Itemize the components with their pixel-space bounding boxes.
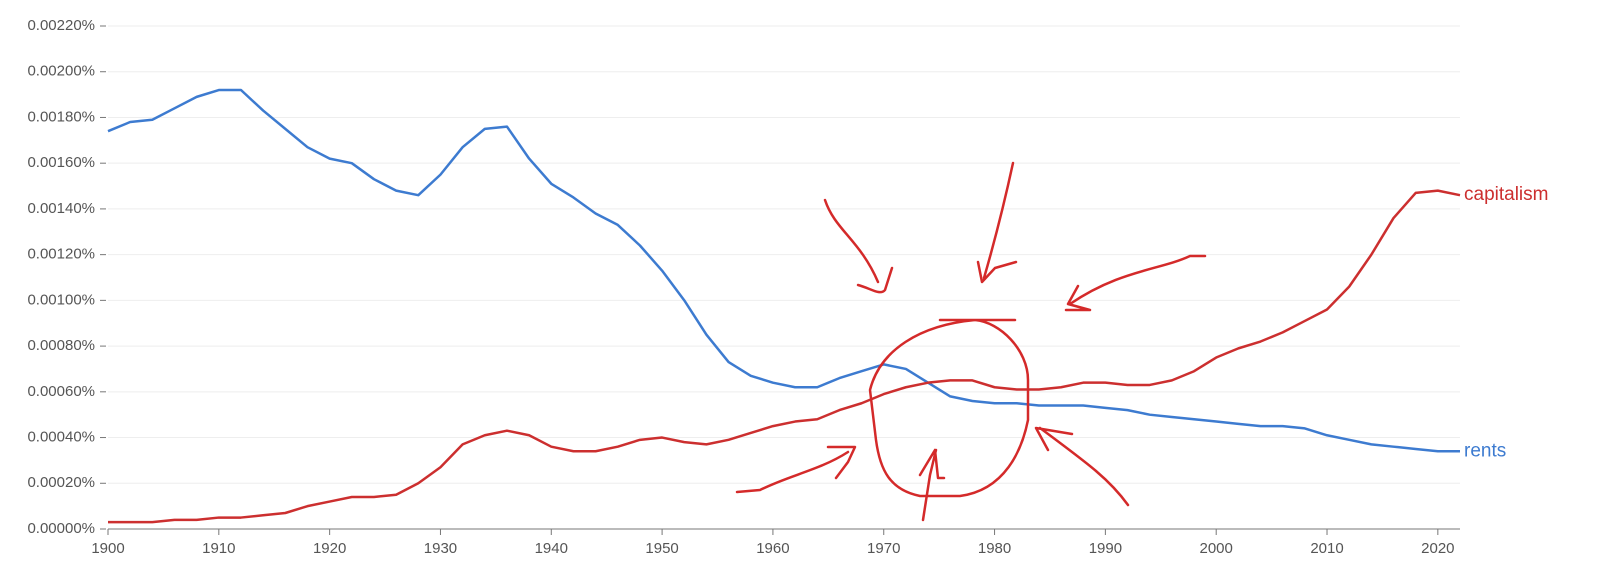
y-tick-label: 0.00040%	[27, 429, 95, 446]
y-tick-label: 0.00120%	[27, 246, 95, 263]
y-tick-label: 0.00180%	[27, 108, 95, 125]
x-tick-label: 2010	[1310, 540, 1343, 557]
x-tick-label: 1990	[1089, 540, 1122, 557]
plot: 0.00000% 0.00020% 0.00040% 0.00060% 0.00080%…	[27, 17, 1548, 557]
y-tick-label: 0.00060%	[27, 383, 95, 400]
series-label: capitalism	[1464, 184, 1548, 205]
x-tick-label: 1940	[535, 540, 568, 557]
x-tick-label: 1910	[202, 540, 235, 557]
arrow-scribble	[823, 198, 894, 294]
series-line	[107, 88, 1460, 453]
y-tick-label: 0.00140%	[27, 200, 95, 217]
series-line	[108, 189, 1461, 524]
circle-scribble	[868, 318, 1030, 498]
arrow-scribble	[976, 161, 1018, 284]
x-tick-label: 1960	[756, 540, 789, 557]
x-tick-label: 1970	[867, 540, 900, 557]
x-tick-label: 2000	[1200, 540, 1233, 557]
x-tick-label: 1930	[424, 540, 457, 557]
arrow-scribble	[1034, 426, 1130, 507]
x-tick-label: 1900	[91, 540, 124, 557]
x-tick-label: 1950	[645, 540, 678, 557]
y-tick-label: 0.00100%	[27, 291, 95, 308]
annotations	[735, 161, 1207, 522]
y-tick-label: 0.00200%	[27, 63, 95, 80]
x-tick-label: 1920	[313, 540, 346, 557]
series-label: rents	[1464, 440, 1506, 461]
arrow-scribble	[1064, 254, 1207, 312]
y-tick-label: 0.00080%	[27, 337, 95, 354]
x-tick-label: 1980	[978, 540, 1011, 557]
y-tick-label: 0.00020%	[27, 474, 95, 491]
arrow-scribble	[918, 448, 946, 522]
y-tick-label: 0.00160%	[27, 154, 95, 171]
y-tick-label: 0.00220%	[27, 17, 95, 34]
x-tick-label: 2020	[1421, 540, 1454, 557]
arrow-scribble	[735, 445, 857, 494]
y-tick-label: 0.00000%	[27, 520, 95, 537]
